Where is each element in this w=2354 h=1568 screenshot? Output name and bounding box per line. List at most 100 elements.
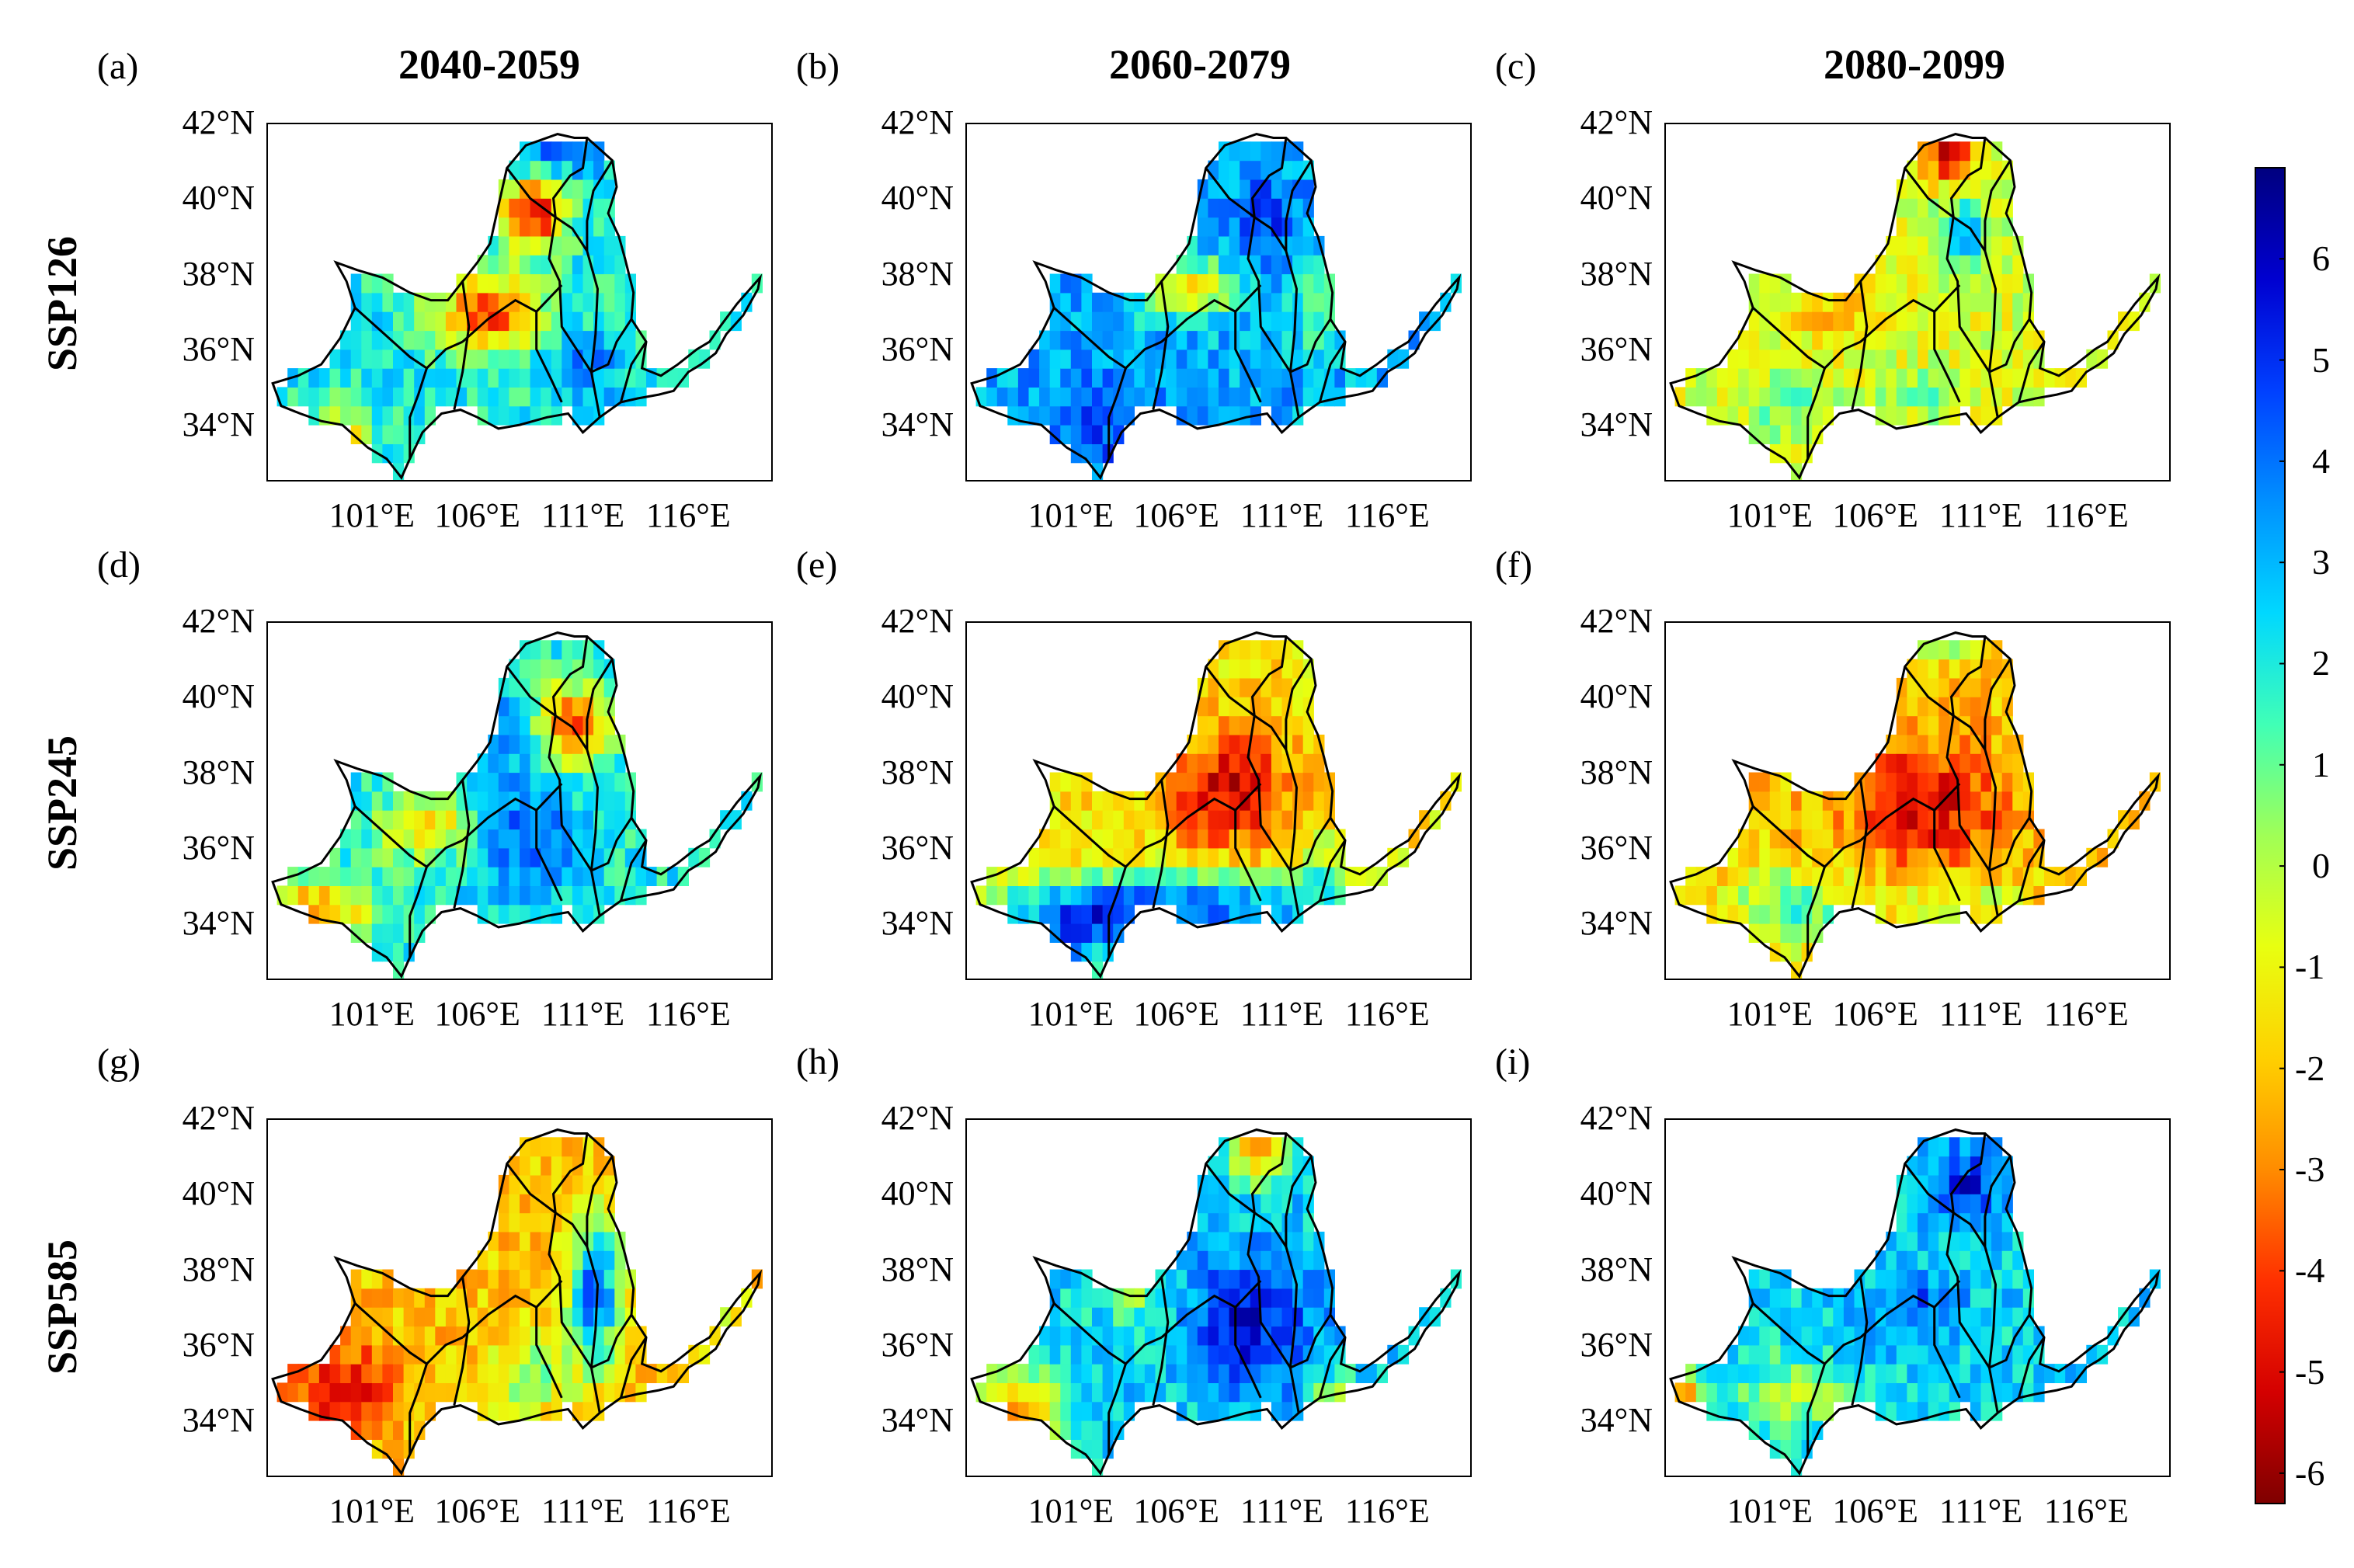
grid-cell [498,867,509,886]
grid-cell [1907,292,1918,312]
grid-cell [1176,1250,1187,1271]
grid-cell [1907,255,1918,275]
grid-cell [1208,1269,1219,1289]
grid-cell [424,1307,436,1327]
grid-cell [1271,387,1283,407]
grid-cell [488,330,499,350]
grid-cell [1281,1269,1293,1289]
grid-cell [1727,1364,1739,1383]
grid-cell [1323,387,1335,407]
grid-cell [308,368,320,388]
grid-cell [603,867,615,886]
grid-cell [1197,255,1208,275]
latitude-tick-label: 34°N [881,1401,954,1440]
grid-cell [1049,330,1061,350]
grid-cell [382,1288,394,1308]
grid-cell [1928,1288,1939,1308]
grid-cell [1250,179,1261,199]
grid-cell [1208,715,1219,735]
latitude-tick-label: 36°N [881,828,954,867]
grid-cell [2001,387,2013,407]
grid-cell [1949,829,1960,849]
grid-cell [329,1364,341,1383]
grid-cell [1070,1269,1082,1289]
grid-cell [1102,1288,1114,1308]
grid-cell [1250,330,1261,350]
grid-cell [1865,349,1876,369]
grid-cell [1907,715,1918,735]
grid-cell [2001,179,2013,199]
grid-cell [2022,1344,2034,1365]
grid-cell [1281,405,1293,426]
map-panel [965,621,1472,980]
sub-basin-boundary [1234,810,1262,902]
grid-cell [1197,273,1208,294]
grid-cell [1240,1231,1251,1251]
grid-cell [1240,715,1251,735]
grid-cell [371,885,383,906]
grid-cell [1833,292,1845,312]
grid-cell [509,405,520,426]
grid-cell [361,791,373,811]
grid-cell [1176,829,1187,849]
grid-cell [1970,1194,1982,1214]
grid-cell [1801,867,1813,886]
grid-cell [530,791,541,811]
grid-cell [1240,273,1251,294]
grid-cell [1949,1382,1960,1403]
grid-cell [1123,847,1135,867]
grid-cell [1176,1269,1187,1289]
grid-cell [1938,405,1950,426]
grid-cell [593,715,605,735]
grid-cell [1092,1364,1104,1383]
grid-cell [1028,1364,1040,1383]
grid-cell [1843,349,1855,369]
sub-basin-boundary [1285,1155,1313,1247]
grid-cell [2012,1250,2024,1271]
grid-cell [1949,1156,1960,1176]
grid-cell [1039,368,1051,388]
grid-cell [350,349,362,369]
grid-cell [340,387,352,407]
latitude-tick-label: 40°N [182,1174,255,1213]
grid-cell [2107,1326,2119,1346]
grid-cell [488,387,499,407]
grid-cell [614,810,626,830]
grid-cell [1822,829,1834,849]
latitude-tick-label: 34°N [1580,1401,1653,1440]
grid-cell [1271,904,1283,924]
grid-cell [498,829,509,849]
grid-cell [509,1250,520,1271]
grid-cell [1949,1174,1960,1194]
longitude-tick-label: 101°E [1027,496,1114,534]
grid-cell [1959,772,1971,792]
grid-cell [1886,1288,1897,1308]
grid-cell [297,387,309,407]
grid-cell [393,942,405,962]
grid-cell [1959,697,1971,717]
grid-cell [361,772,373,792]
grid-cell [520,273,531,294]
grid-cell [509,1401,520,1421]
grid-cell [509,1326,520,1346]
grid-cell [562,255,573,275]
grid-cell [520,1401,531,1421]
grid-cell [488,1364,499,1383]
grid-cell [1896,1231,1907,1251]
grid-cell [1970,1212,1982,1232]
grid-cell [382,1401,394,1421]
grid-cell [361,405,373,426]
grid-cell [350,311,362,332]
grid-cell [1918,1344,1929,1365]
grid-cell [1219,867,1230,886]
grid-cell [371,904,383,924]
grid-cell [1271,867,1283,886]
grid-cell [1144,349,1156,369]
grid-cell [1748,368,1760,388]
grid-cell [424,1326,436,1346]
grid-cell [1166,847,1177,867]
grid-cell [488,772,499,792]
grid-cell [1260,235,1272,256]
sub-basin-boundary [354,307,464,370]
grid-cell [414,904,426,924]
